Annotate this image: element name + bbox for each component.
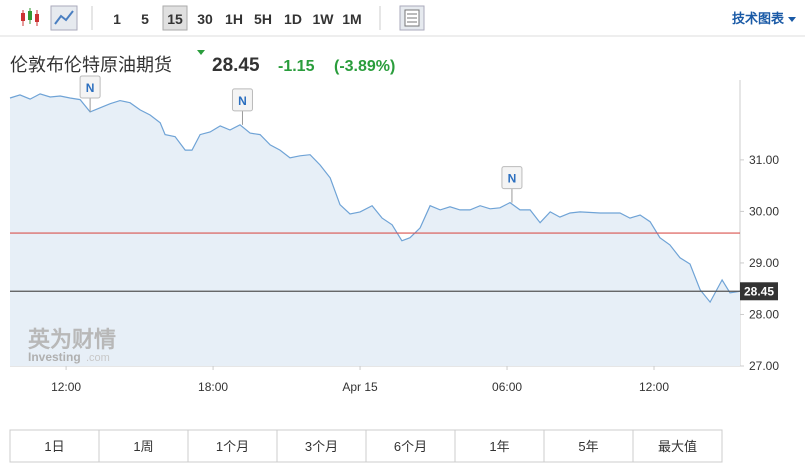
area (10, 93, 740, 367)
y-tick-label: 29.00 (749, 256, 779, 270)
price-change: -1.15 (278, 58, 315, 75)
period-button[interactable] (98, 429, 189, 463)
table-icon[interactable] (399, 5, 425, 31)
x-tick-label: 12:00 (51, 380, 81, 394)
period-button[interactable] (543, 429, 634, 463)
y-tick-label: 28.00 (749, 307, 779, 321)
watermark-cn: 英为财情 (28, 327, 116, 352)
y-tick-label: 30.00 (749, 204, 779, 218)
price-line (9, 93, 741, 304)
candle-icon[interactable] (21, 8, 39, 26)
interval-button[interactable]: 1W (313, 11, 335, 27)
period-button[interactable] (632, 429, 723, 463)
price-label-box (740, 282, 778, 301)
period-button[interactable] (365, 429, 456, 463)
instrument-name: 伦敦布伦特原油期货 (10, 55, 172, 75)
last-price: 28.45 (212, 55, 260, 76)
news-marker-label[interactable]: N (508, 172, 517, 186)
interval-button[interactable]: 5 (141, 11, 149, 27)
period-label[interactable]: 3个月 (305, 439, 338, 454)
period-button[interactable] (187, 429, 278, 463)
interval-button[interactable]: 1D (284, 11, 302, 27)
interval-button[interactable]: 30 (197, 11, 213, 27)
line-icon[interactable] (50, 5, 78, 31)
period-button[interactable] (454, 429, 545, 463)
down-arrow (197, 50, 205, 55)
price-change-pct: (-3.89%) (334, 58, 395, 75)
period-label[interactable]: 最大值 (658, 439, 697, 454)
period-button[interactable] (276, 429, 367, 463)
y-tick-label: 27.00 (749, 359, 779, 373)
menu-arrow[interactable] (788, 17, 796, 22)
period-label[interactable]: 1周 (133, 439, 153, 454)
news-marker[interactable] (231, 88, 253, 112)
period-button[interactable] (9, 429, 100, 463)
y-tick-label: 31.00 (749, 153, 779, 167)
watermark: 英为财情 Investing .com (28, 327, 116, 364)
x-tick-label: 12:00 (639, 380, 669, 394)
interval-button[interactable]: 15 (167, 11, 183, 27)
x-tick-label: Apr 15 (342, 380, 378, 394)
interval-button[interactable]: 1H (225, 11, 243, 27)
news-marker[interactable] (79, 75, 101, 99)
interval-active-bg[interactable] (162, 5, 188, 31)
price-label: 28.45 (744, 284, 774, 298)
period-label[interactable]: 5年 (578, 439, 598, 454)
period-label[interactable]: 6个月 (394, 439, 427, 454)
watermark-en: Investing (28, 350, 81, 364)
period-label[interactable]: 1年 (489, 439, 509, 454)
period-label[interactable]: 1日 (44, 439, 64, 454)
period-label[interactable]: 1个月 (216, 439, 249, 454)
interval-button[interactable]: 1M (342, 11, 361, 27)
interval-button[interactable]: 1 (113, 11, 121, 27)
x-tick-label: 18:00 (198, 380, 228, 394)
news-marker[interactable] (501, 166, 523, 190)
interval-button[interactable]: 5H (254, 11, 272, 27)
tech-chart-menu[interactable]: 技术图表 (732, 11, 785, 26)
watermark-suffix: .com (86, 352, 110, 364)
x-tick-label: 06:00 (492, 380, 522, 394)
news-marker-label[interactable]: N (86, 81, 95, 95)
news-marker-label[interactable]: N (238, 94, 247, 108)
